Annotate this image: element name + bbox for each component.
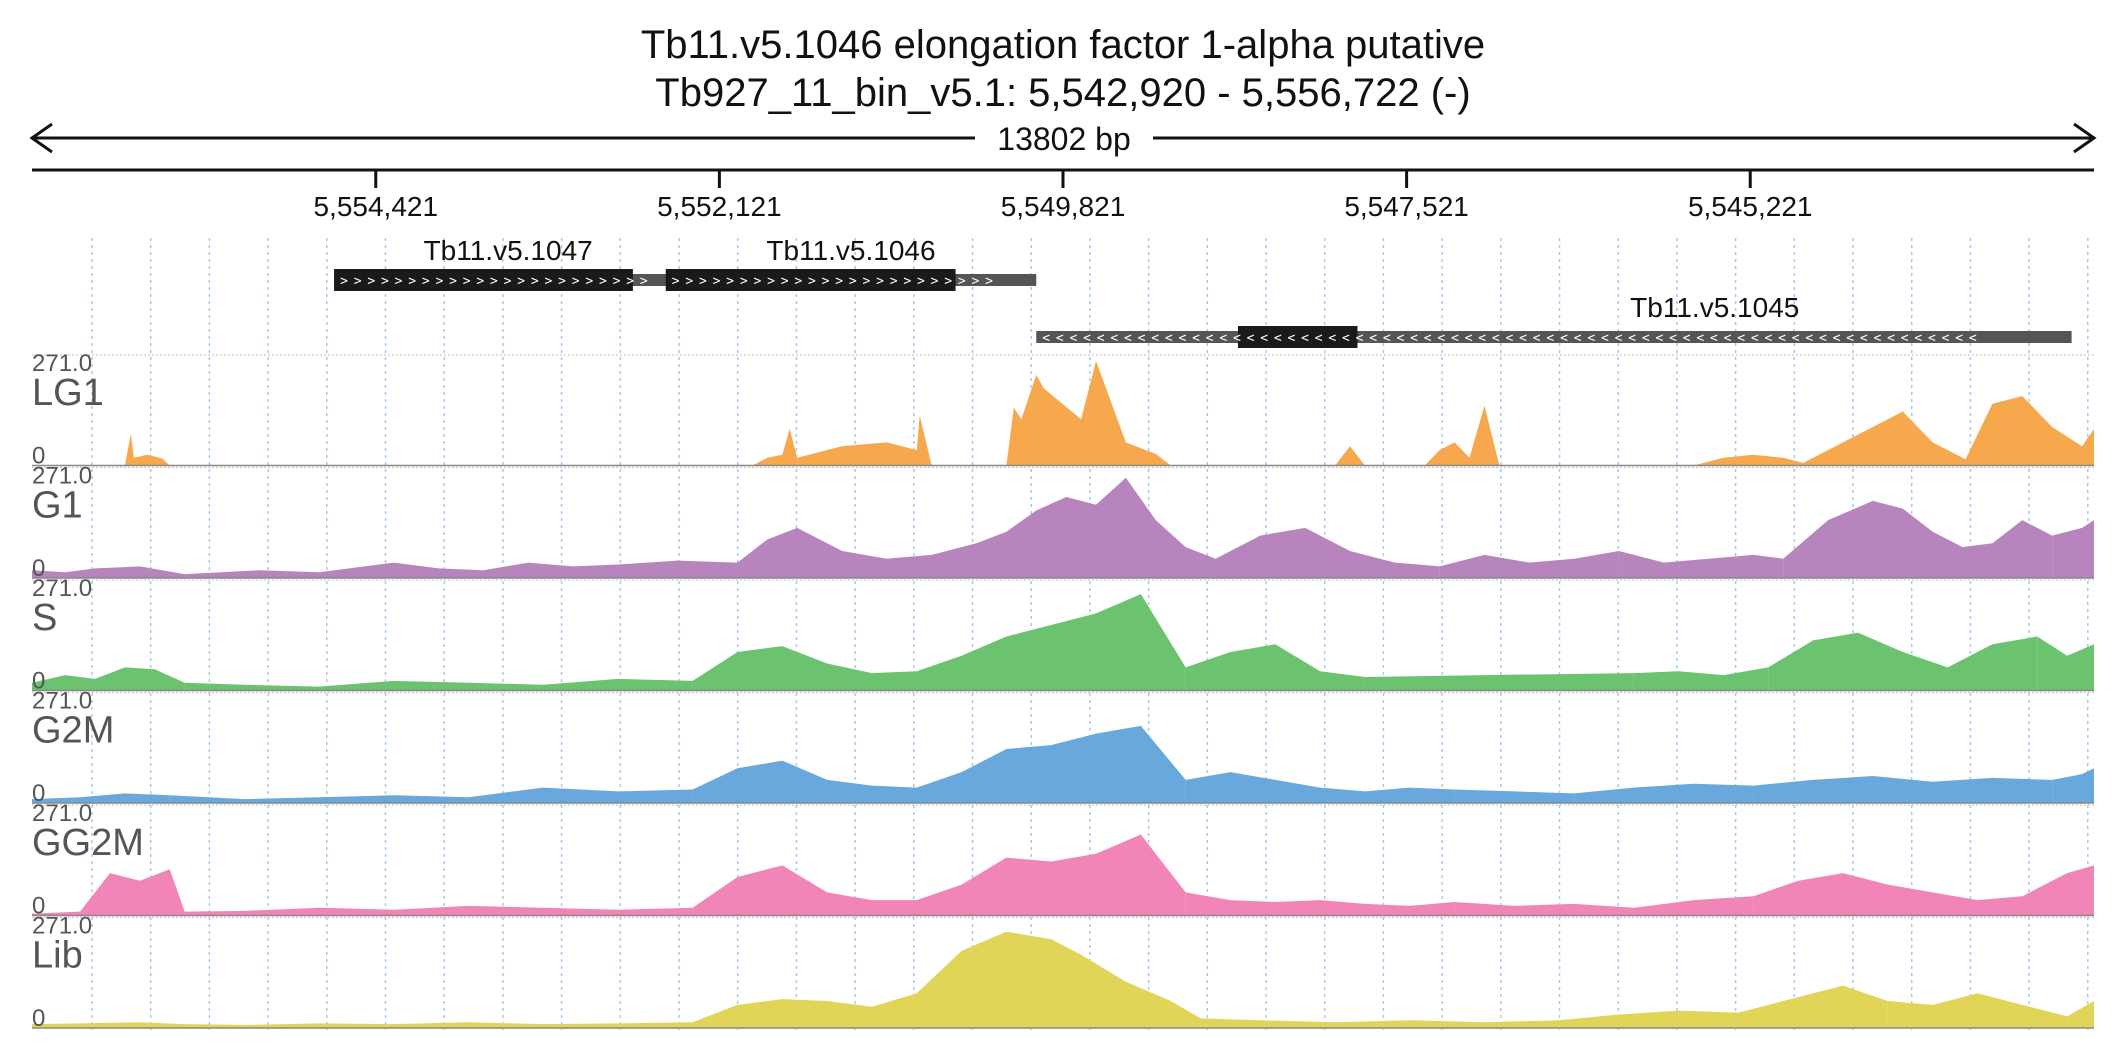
- track-max-label-2: 271.0: [32, 575, 92, 602]
- gene-strand-arrows-2: <<<<<<<<<<<<<<<<<<<<<<<<<<<<<<<<<<<<<<<<…: [1042, 331, 1982, 346]
- position-axis: 5,554,421 5,552,121 5,549,821 5,547,521 5,54…: [32, 168, 2094, 222]
- coverage-area-G1-6: [1618, 551, 1784, 578]
- coverage-area-S-5: [1633, 667, 1769, 691]
- coverage-area-Lib-1: [184, 1022, 693, 1028]
- coverage-area-G2M-7: [2052, 768, 2094, 803]
- track-min-label-5: 0: [32, 1005, 45, 1032]
- coverage-area-S-6: [1768, 632, 2038, 691]
- coverage-area-S-2: [692, 594, 1186, 691]
- axis-tick-label-2: 5,549,821: [1001, 191, 1126, 222]
- track-G1: 271.0G1 0: [32, 463, 2094, 582]
- coverage-area-S-1: [184, 678, 693, 691]
- coverage-area-Lib-3: [1200, 1018, 1560, 1028]
- coverage-area-Lib-2: [692, 931, 1201, 1028]
- coverage-area-LG1-3: [1006, 361, 1171, 466]
- coverage-area-G2M-6: [1753, 776, 2053, 803]
- track-S: 271.0S 0: [32, 575, 2094, 695]
- coverage-area-G1-8: [2052, 520, 2094, 578]
- coverage-area-S-4: [1364, 673, 1634, 691]
- axis-tick-label-1: 5,552,121: [657, 191, 782, 222]
- span-arrow: 13802 bp: [29, 121, 2097, 157]
- coverage-area-LG1-6: [1693, 454, 1814, 466]
- coverage-area-Lib-5: [1887, 993, 2068, 1028]
- gene-Tb11.v5.1045: <<<<<<<<<<<<<<<<<<<<<<<<<<<<<<<<<<<<<<<<…: [1036, 292, 2072, 348]
- axis-tick-label-4: 5,545,221: [1688, 191, 1813, 222]
- coverage-area-S-7: [2037, 636, 2094, 691]
- coverage-area-G2M-4: [1454, 789, 1575, 803]
- coverage-area-LG1-5: [1424, 405, 1500, 466]
- track-max-label-3: 271.0: [32, 688, 92, 715]
- coverage-tracks: 271.0LG10271.0G10271.0S0271.0G2M0271.0GG…: [32, 350, 2094, 1032]
- coverage-area-LG1-8: [1962, 396, 2094, 466]
- coverage-area-G2M-5: [1574, 783, 1754, 803]
- coverage-area-LG1-2: [797, 415, 932, 466]
- coverage-area-G1-0: [32, 566, 185, 578]
- track-min-label-2: 0: [32, 668, 45, 695]
- track-min-label-3: 0: [32, 780, 45, 807]
- track-name-3: G2M: [32, 710, 114, 752]
- track-name-2: S: [32, 597, 57, 639]
- track-name-4: GG2M: [32, 822, 144, 864]
- coverage-area-GG2M-1: [184, 905, 693, 916]
- axis-tick-label-3: 5,547,521: [1344, 191, 1469, 222]
- coverage-area-LG1-4: [1335, 446, 1365, 466]
- coverage-area-G2M-0: [32, 793, 170, 803]
- track-min-label-0: 0: [32, 443, 45, 470]
- gene-Tb11.v5.1047: >>>>>>>>>>>>>>>>>>>>>>> Tb11.v5.1047: [334, 235, 683, 291]
- span-arrowhead-left: [29, 122, 53, 154]
- gene-strand-arrows-0: >>>>>>>>>>>>>>>>>>>>>>>: [340, 274, 653, 289]
- coverage-area-S-0: [32, 667, 185, 691]
- coverage-area-GG2M-6: [1977, 865, 2094, 916]
- coverage-area-G1-7: [1783, 500, 2053, 578]
- coverage-area-GG2M-0: [32, 869, 185, 916]
- coverage-area-G2M-1: [169, 787, 693, 803]
- coverage-area-G2M-3: [1185, 772, 1455, 803]
- coverage-area-GG2M-2: [692, 834, 1186, 916]
- coverage-area-Lib-6: [2067, 1001, 2094, 1028]
- coverage-area-GG2M-3: [1185, 892, 1455, 916]
- gene-label-1: Tb11.v5.1046: [766, 235, 935, 266]
- coverage-area-GG2M-5: [1753, 873, 1978, 916]
- track-max-label-1: 271.0: [32, 463, 92, 490]
- gene-Tb11.v5.1046: >>>>>>>>>>>>>>>>>>>>>>>> Tb11.v5.1046: [665, 235, 1037, 291]
- track-name-5: Lib: [32, 935, 83, 977]
- gene-cds-2: [1237, 326, 1358, 348]
- gene-cds-1: [665, 269, 956, 291]
- track-max-label-0: 271.0: [32, 350, 92, 377]
- track-max-label-5: 271.0: [32, 913, 92, 940]
- axis-tick-label-0: 5,554,421: [313, 191, 438, 222]
- coverage-area-G1-1: [184, 562, 484, 578]
- track-max-label-4: 271.0: [32, 800, 92, 827]
- coverage-area-GG2M-4: [1454, 896, 1754, 916]
- coverage-area-G1-2: [483, 560, 738, 578]
- track-name-0: LG1: [32, 372, 104, 414]
- track-name-1: G1: [32, 485, 83, 527]
- coverage-area-LG1-7: [1798, 411, 1978, 466]
- coverage-area-G2M-2: [692, 725, 1186, 803]
- gene-label-0: Tb11.v5.1047: [424, 235, 593, 266]
- coverage-area-G1-5: [1439, 551, 1619, 578]
- chart-subtitle: Tb927_11_bin_v5.1: 5,542,920 - 5,556,722…: [655, 71, 1470, 115]
- coverage-area-G1-3: [737, 477, 1216, 578]
- gene-cds-0: [334, 269, 633, 291]
- gene-strand-arrows-1: >>>>>>>>>>>>>>>>>>>>>>>>: [672, 274, 999, 289]
- gene-label-2: Tb11.v5.1045: [1630, 292, 1799, 323]
- coverage-area-LG1-1: [752, 428, 798, 466]
- coverage-area-Lib-0: [32, 1022, 185, 1028]
- coverage-area-G1-4: [1215, 527, 1440, 578]
- track-min-label-4: 0: [32, 893, 45, 920]
- gene-models: >>>>>>>>>>>>>>>>>>>>>>>Tb11.v5.1047>>>>>…: [334, 235, 2072, 348]
- coverage-area-LG1-0: [124, 433, 170, 466]
- track-min-label-1: 0: [32, 555, 45, 582]
- coverage-area-Lib-4: [1559, 985, 1888, 1028]
- span-label: 13802 bp: [997, 121, 1130, 157]
- span-arrowhead-right: [2073, 122, 2097, 154]
- coverage-area-S-3: [1185, 644, 1365, 691]
- chart-title: Tb11.v5.1046 elongation factor 1-alpha p…: [641, 23, 1485, 67]
